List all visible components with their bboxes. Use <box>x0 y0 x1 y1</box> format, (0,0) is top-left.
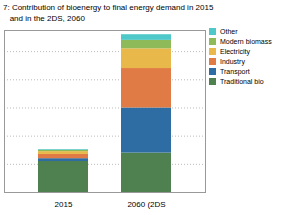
html-text:Modern biomass: Modern biomass <box>220 38 272 46</box>
html-text:Industry: Industry <box>220 58 245 66</box>
svg-text:2060 (2DS: 2060 (2DS <box>127 201 165 210</box>
html-text:7: Contribution of bioenergy t: 7: Contribution of bioenergy to final en… <box>3 3 214 24</box>
html-text:Electricity: Electricity <box>220 48 250 56</box>
html-text:Traditional bio: Traditional bio <box>220 78 264 86</box>
html-text:Other: Other <box>220 28 238 36</box>
html-text:Transport: Transport <box>220 68 250 76</box>
svg-text:2015: 2015 <box>55 201 73 210</box>
